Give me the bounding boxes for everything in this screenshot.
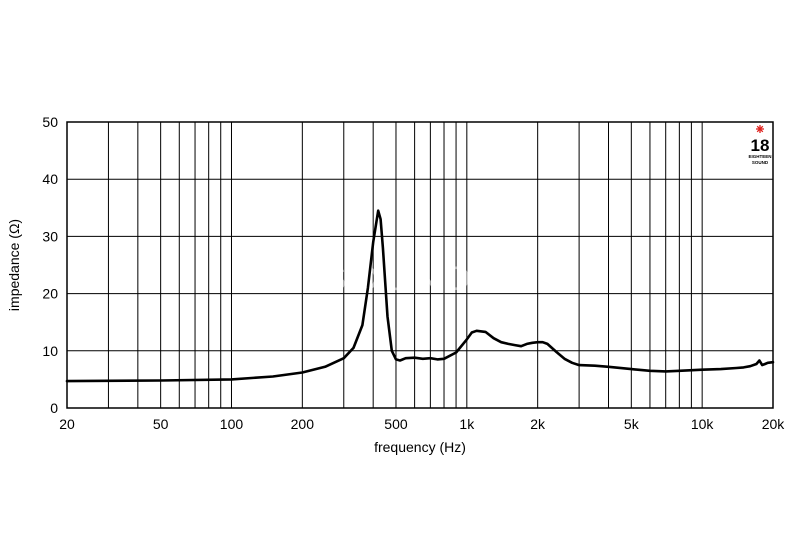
eighteen-sound-logo: 18 EIGHTEEN SOUND bbox=[748, 125, 772, 165]
x-tick-label: 50 bbox=[153, 416, 169, 432]
y-tick-label: 10 bbox=[42, 343, 58, 359]
x-tick-label: 20 bbox=[59, 416, 75, 432]
y-tick-label: 50 bbox=[42, 114, 58, 130]
x-tick-label: 2k bbox=[530, 416, 546, 432]
y-tick-label: 0 bbox=[50, 400, 58, 416]
x-tick-label: 20k bbox=[762, 416, 786, 432]
x-axis-title: frequency (Hz) bbox=[374, 439, 466, 455]
logo-star-icon bbox=[756, 125, 764, 133]
x-tick-label: 1k bbox=[459, 416, 475, 432]
plot-frame bbox=[66, 121, 774, 409]
y-axis-ticks: 0 10 20 30 40 50 bbox=[42, 114, 58, 416]
logo-star-ray bbox=[756, 125, 764, 133]
logo-number: 18 bbox=[751, 136, 770, 155]
logo-subtext-2: SOUND bbox=[752, 160, 769, 165]
watermark-text: SOUND bbox=[324, 260, 477, 298]
x-tick-label: 5k bbox=[624, 416, 640, 432]
x-tick-label: 10k bbox=[691, 416, 715, 432]
y-axis-title: impedance (Ω) bbox=[6, 219, 22, 311]
watermark: SOUND bbox=[324, 260, 477, 298]
y-tick-label: 20 bbox=[42, 286, 58, 302]
x-axis-ticks: 20 50 100 200 500 1k 2k 5k 10k 20k bbox=[59, 416, 785, 432]
logo-subtext-1: EIGHTEEN bbox=[748, 154, 771, 159]
impedance-curve bbox=[65, 209, 775, 383]
y-tick-label: 30 bbox=[42, 228, 58, 244]
x-tick-label: 200 bbox=[291, 416, 315, 432]
y-tick-label: 40 bbox=[42, 171, 58, 187]
x-tick-label: 500 bbox=[384, 416, 408, 432]
x-tick-label: 100 bbox=[220, 416, 244, 432]
